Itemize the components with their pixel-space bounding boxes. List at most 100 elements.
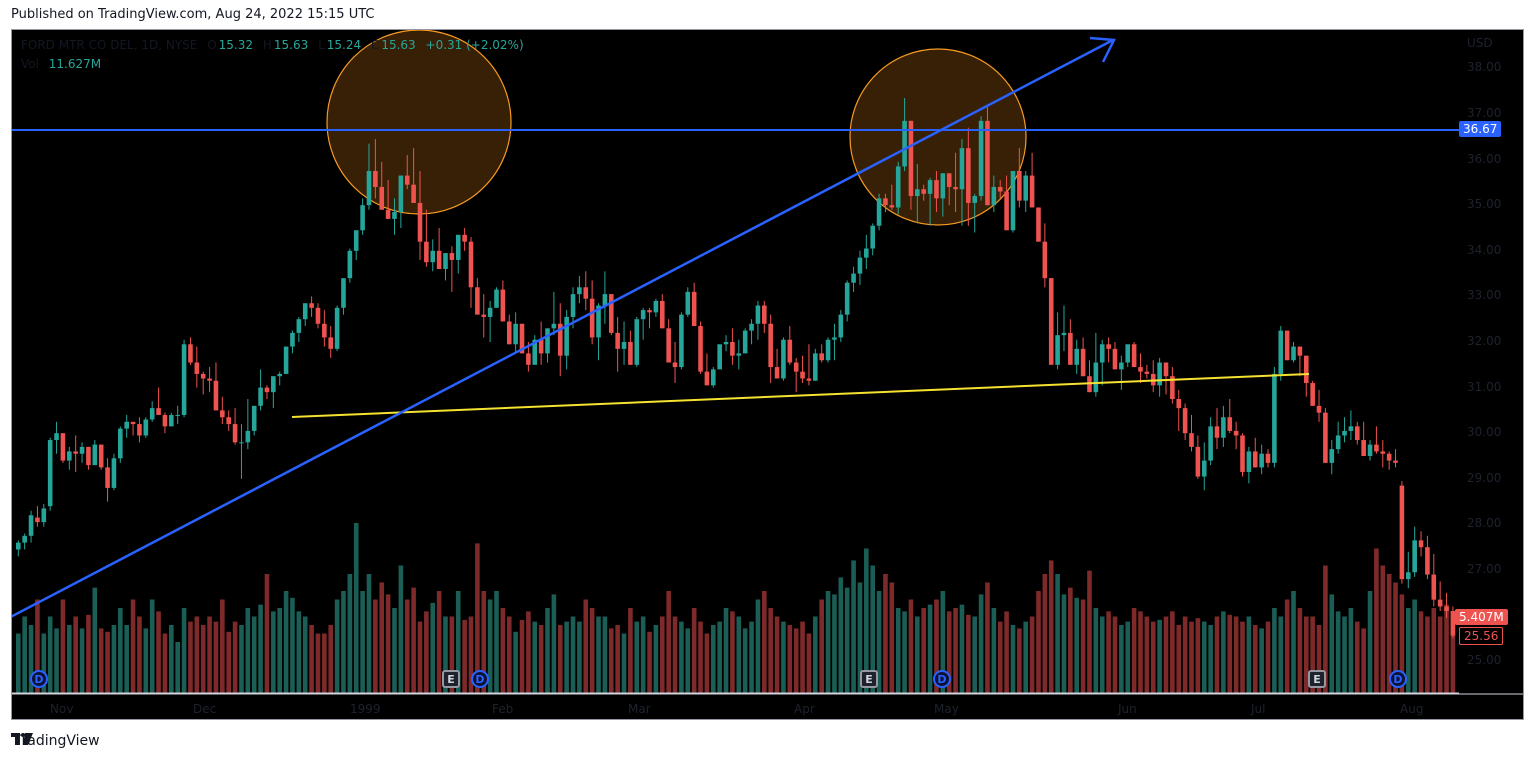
volume-bar: [519, 619, 525, 693]
volume-bar: [959, 604, 965, 693]
earnings-marker-icon[interactable]: E: [442, 670, 460, 688]
candle: [557, 323, 563, 356]
dividend-marker-icon[interactable]: D: [933, 670, 951, 688]
horizontal-line-price-tag: 36.67: [1459, 121, 1502, 137]
candle: [1240, 435, 1245, 472]
volume-bar: [41, 633, 47, 693]
candle: [621, 342, 627, 349]
volume-bar: [940, 591, 946, 693]
candle: [940, 173, 946, 199]
volume-bar: [717, 621, 722, 693]
candle: [749, 323, 754, 331]
candle: [653, 300, 659, 313]
candle: [481, 314, 487, 317]
volume-bar: [895, 608, 901, 693]
candle: [475, 287, 480, 315]
volume-bar: [538, 625, 544, 693]
volume-bar: [404, 599, 410, 693]
volume-bar: [283, 591, 289, 693]
candle: [1425, 547, 1430, 575]
candle: [60, 433, 66, 461]
volume-bar: [1303, 616, 1309, 693]
volume-bar: [315, 633, 321, 693]
volume-bar: [124, 625, 129, 693]
candle: [934, 180, 939, 199]
candle: [1393, 460, 1398, 463]
volume-bar: [264, 574, 270, 693]
volume-bar: [220, 599, 225, 693]
candle: [1310, 383, 1315, 406]
candle: [806, 378, 812, 381]
candle: [564, 316, 569, 356]
price-tick: 35.00: [1467, 197, 1502, 212]
volume-bar: [302, 616, 308, 693]
volume-bar: [628, 608, 633, 693]
volume-bar: [1240, 621, 1245, 693]
volume-bar: [1316, 625, 1322, 693]
highlight-circle[interactable]: [849, 48, 1027, 226]
volume-bar: [902, 611, 907, 693]
candle: [392, 212, 397, 219]
candle: [200, 373, 206, 379]
time-tick: Nov: [50, 702, 74, 716]
volume-bar: [1170, 611, 1175, 693]
dividend-marker-icon[interactable]: D: [30, 670, 48, 688]
earnings-marker-icon[interactable]: E: [1308, 670, 1326, 688]
volume-bar: [226, 631, 232, 693]
volume-bar: [1310, 616, 1315, 693]
candle: [781, 339, 786, 379]
candle: [118, 428, 123, 459]
volume-bar: [54, 628, 59, 693]
candle: [825, 339, 831, 361]
candle: [271, 376, 276, 393]
volume-bar: [762, 591, 767, 693]
highlight-circle[interactable]: [326, 30, 512, 215]
candle: [889, 205, 895, 208]
candle: [1061, 332, 1067, 336]
candle: [188, 344, 193, 363]
support-trendline[interactable]: [291, 373, 1310, 418]
candle: [1380, 451, 1386, 454]
volume-bar: [1265, 621, 1271, 693]
volume-bar: [1163, 616, 1169, 693]
candle: [251, 405, 257, 431]
candle: [290, 332, 295, 347]
volume-bar: [1380, 565, 1386, 693]
volume-bar: [997, 621, 1003, 693]
volume-bar: [1425, 616, 1430, 693]
candle: [1023, 175, 1029, 201]
volume-bar: [105, 631, 110, 693]
volume-bar: [347, 574, 353, 693]
dividend-marker-icon[interactable]: D: [471, 670, 489, 688]
candle: [755, 305, 761, 324]
earnings-marker-icon[interactable]: E: [860, 670, 878, 688]
volume-bar: [1297, 608, 1303, 693]
candle: [181, 344, 187, 415]
candle: [379, 186, 385, 210]
candle: [876, 198, 882, 226]
candle: [972, 196, 978, 203]
candle: [513, 323, 518, 345]
candlestick-chart[interactable]: [12, 30, 1524, 720]
dividend-marker-icon[interactable]: D: [1389, 670, 1407, 688]
candle: [462, 234, 467, 242]
uptrend-arrow-line[interactable]: [12, 38, 1114, 622]
volume-bar: [22, 616, 27, 693]
candle: [1029, 175, 1035, 208]
volume-bar: [175, 642, 180, 693]
volume-bar: [169, 625, 174, 693]
candle: [353, 230, 359, 251]
candle: [1291, 346, 1296, 361]
candle: [283, 346, 289, 374]
price-tick: 31.00: [1467, 379, 1502, 394]
volume-bar: [934, 599, 939, 693]
candle: [793, 362, 799, 372]
price-tick: 25.00: [1467, 653, 1502, 668]
volume-bar: [1412, 599, 1417, 693]
candle: [92, 444, 98, 466]
price-tick: 27.00: [1467, 562, 1502, 576]
price-tick: 36.00: [1467, 151, 1502, 166]
chart-frame[interactable]: FORD MTR CO DEL, 1D, NYSE O 15.32 H 15.63 …: [11, 29, 1524, 720]
candle: [526, 353, 531, 365]
volume-bar: [806, 633, 812, 693]
